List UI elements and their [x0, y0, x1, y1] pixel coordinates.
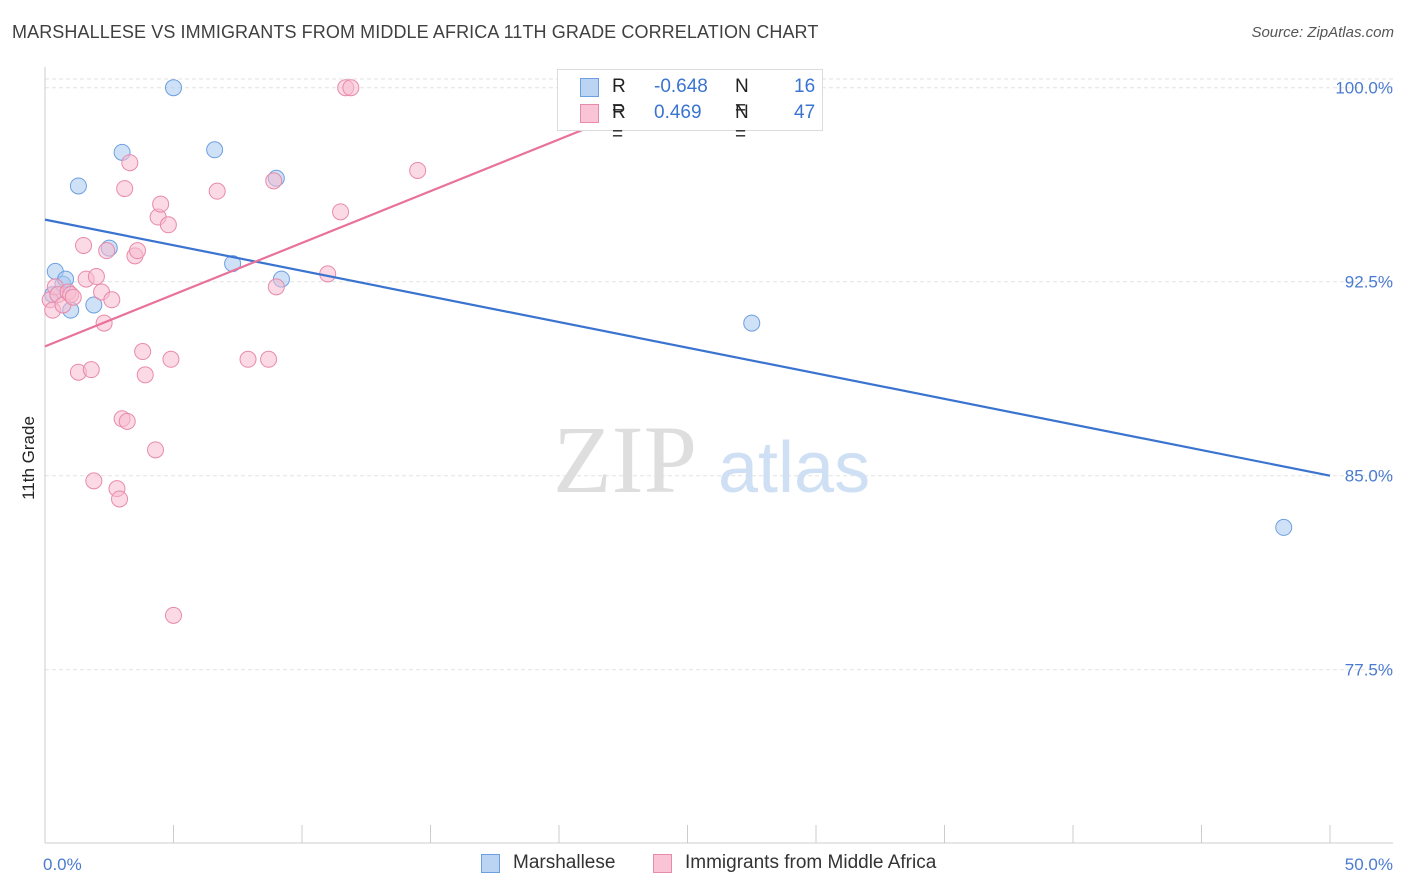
- legend-n-value: 16: [794, 76, 816, 97]
- grid-lines: [45, 78, 1393, 671]
- marshallese-trend-line: [44, 218, 1331, 477]
- immigrants-point: [98, 242, 116, 260]
- immigrants-point: [136, 366, 154, 384]
- immigrants-point: [342, 79, 360, 97]
- y-tick-label: 100.0%: [1335, 79, 1393, 98]
- immigrants-point: [118, 412, 136, 430]
- bottom-legend-swatch-immigrants: [653, 854, 672, 873]
- marshallese-point: [206, 141, 224, 159]
- watermark-atlas: atlas: [718, 428, 870, 508]
- immigrants-point: [239, 350, 257, 368]
- immigrants-point: [75, 236, 93, 254]
- immigrants-point: [265, 172, 283, 190]
- immigrants-point: [267, 278, 285, 296]
- legend-r-label: R =: [612, 102, 626, 145]
- immigrants-point: [85, 472, 103, 490]
- marshallese-point: [1275, 518, 1293, 536]
- watermark-zip: ZIP: [553, 406, 697, 513]
- tick-labels: 100.0% 92.5% 85.0% 77.5% 0.0% 50.0%: [43, 79, 1393, 874]
- immigrants-point: [129, 242, 147, 260]
- legend-n-label: N =: [735, 102, 749, 145]
- legend-swatch-marshallese: [580, 78, 599, 97]
- bottom-legend-label-marshallese: Marshallese: [513, 852, 616, 873]
- immigrants-point: [87, 268, 105, 286]
- bottom-legend-label-immigrants: Immigrants from Middle Africa: [685, 852, 937, 873]
- legend-r-value: -0.648: [654, 76, 708, 97]
- immigrants-point: [165, 606, 182, 624]
- legend-swatch-immigrants: [580, 104, 599, 123]
- immigrants-point: [159, 216, 177, 234]
- immigrants-point: [332, 203, 350, 221]
- marshallese-point: [165, 79, 182, 97]
- y-tick-label: 85.0%: [1345, 467, 1393, 486]
- immigrants-point: [409, 161, 427, 179]
- x-tick-label: 0.0%: [43, 855, 82, 874]
- axes: [44, 67, 1393, 844]
- watermark: ZIP atlas: [553, 406, 870, 513]
- immigrants-point: [116, 180, 134, 198]
- chart-title: MARSHALLESE VS IMMIGRANTS FROM MIDDLE AF…: [12, 22, 819, 42]
- data-points: [41, 79, 1293, 624]
- legend-r-label: R =: [612, 76, 626, 119]
- y-axis-label: 11th Grade: [19, 416, 38, 500]
- y-tick-label: 92.5%: [1345, 273, 1393, 292]
- immigrants-point: [260, 350, 278, 368]
- immigrants-point: [147, 441, 165, 459]
- immigrants-point: [111, 490, 129, 508]
- immigrants-point: [64, 288, 82, 306]
- legend-n-label: N =: [735, 76, 749, 119]
- immigrants-point: [103, 291, 121, 309]
- legend-r-value: 0.469: [654, 102, 702, 123]
- marshallese-point: [85, 296, 103, 314]
- immigrants-point: [152, 195, 170, 213]
- legend-n-value: 47: [794, 102, 816, 123]
- immigrants-point: [121, 154, 139, 172]
- immigrants-point: [82, 361, 100, 379]
- marshallese-point: [69, 177, 87, 195]
- immigrants-point: [134, 343, 152, 361]
- marshallese-point: [743, 314, 761, 332]
- immigrants-point: [162, 350, 180, 368]
- bottom-legend-swatch-marshallese: [481, 854, 500, 873]
- y-tick-label: 77.5%: [1345, 661, 1393, 680]
- x-tick-label: 50.0%: [1345, 855, 1393, 874]
- stats-legend: R = -0.648 N = 16 R = 0.469 N = 47: [557, 69, 823, 145]
- source-label: Source: ZipAtlas.com: [1251, 24, 1394, 41]
- immigrants-point: [208, 182, 226, 200]
